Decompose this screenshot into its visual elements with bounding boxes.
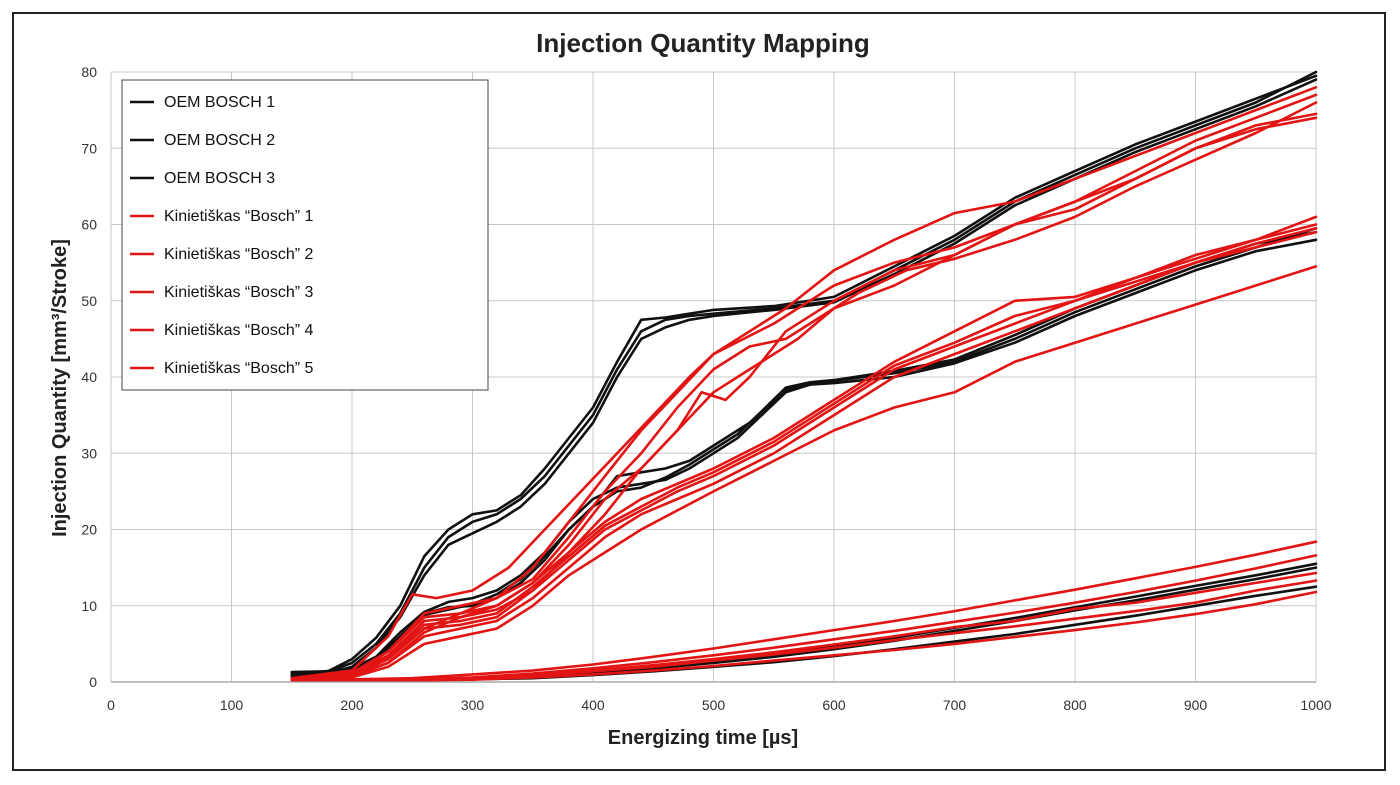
x-tick-label: 100 [220,697,244,713]
series-line-kinieti-kas-bosch-1-low [290,540,1318,682]
legend-label: Kinietiškas “Bosch” 5 [164,360,313,377]
legend-box [121,79,489,391]
series-line-kinieti-kas-bosch-5-low [290,571,1318,682]
series-line-kinieti-kas-bosch-5-mid [290,223,1318,682]
series-line-oem-bosch-3-low [290,585,1318,682]
x-tick-label: 700 [943,697,967,713]
y-tick-label: 50 [81,293,97,309]
legend-label: OEM BOSCH 1 [164,94,275,111]
x-tick-label: 500 [702,697,726,713]
series-line-kinieti-kas-bosch-4-low [290,590,1318,683]
y-tick-label: 40 [81,369,97,385]
x-tick-label: 800 [1063,697,1087,713]
series-layer [290,70,1318,683]
series-line-oem-bosch-2-mid [290,238,1318,677]
series-line-kinieti-kas-bosch-1-mid [290,215,1318,682]
series-line-kinieti-kas-bosch-3-mid [290,230,1318,682]
x-axis-label: Energizing time [µs] [608,727,798,749]
legend-label: Kinietiškas “Bosch” 3 [164,284,313,301]
x-tick-label: 400 [581,697,605,713]
chart-title: Injection Quantity Mapping [536,28,870,58]
series-line-oem-bosch-2-high [290,74,1318,674]
series-line-kinieti-kas-bosch-1-high [290,93,1318,680]
y-tick-label: 60 [81,217,97,233]
legend-label: OEM BOSCH 3 [164,170,275,187]
x-tick-label: 300 [461,697,485,713]
series-line-kinieti-kas-bosch-4-mid [290,265,1318,682]
series-line-kinieti-kas-bosch-3-high [290,116,1318,682]
x-tick-label: 0 [107,697,115,713]
legend-label: OEM BOSCH 2 [164,132,275,149]
y-axis-label: Injection Quantity [mm³/Stroke] [49,239,71,537]
y-tick-label: 80 [81,64,97,80]
series-line-oem-bosch-1-high [290,70,1318,675]
series-line-kinieti-kas-bosch-2-mid [290,227,1318,682]
legend-label: Kinietiškas “Bosch” 1 [164,208,313,225]
chart-frame: 0 100 200 300 400 500 600 700 800 900 1000 0 10 20 30 4… [12,12,1386,771]
x-tick-label: 1000 [1300,697,1331,713]
legend-label: Kinietiškas “Bosch” 4 [164,322,313,339]
y-tick-label: 20 [81,522,97,538]
y-tick-label: 70 [81,140,97,156]
series-line-kinieti-kas-bosch-4-high [290,101,1318,681]
y-tick-label: 10 [81,598,97,614]
x-tick-label: 900 [1184,697,1208,713]
x-tick-label: 600 [822,697,846,713]
x-tick-label: 200 [340,697,364,713]
legend: OEM BOSCH 1 OEM BOSCH 2 OEM BOSCH 3 Kinieti… [121,79,489,391]
axis-layer: 0 100 200 300 400 500 600 700 800 900 1000 0 10 20 30 4… [81,64,1331,713]
y-tick-label: 30 [81,445,97,461]
y-tick-label: 0 [89,674,97,690]
series-line-kinieti-kas-bosch-5-high [290,112,1318,682]
injection-chart: 0 100 200 300 400 500 600 700 800 900 1000 0 10 20 30 4… [49,28,1332,749]
legend-label: Kinietiškas “Bosch” 2 [164,246,313,263]
